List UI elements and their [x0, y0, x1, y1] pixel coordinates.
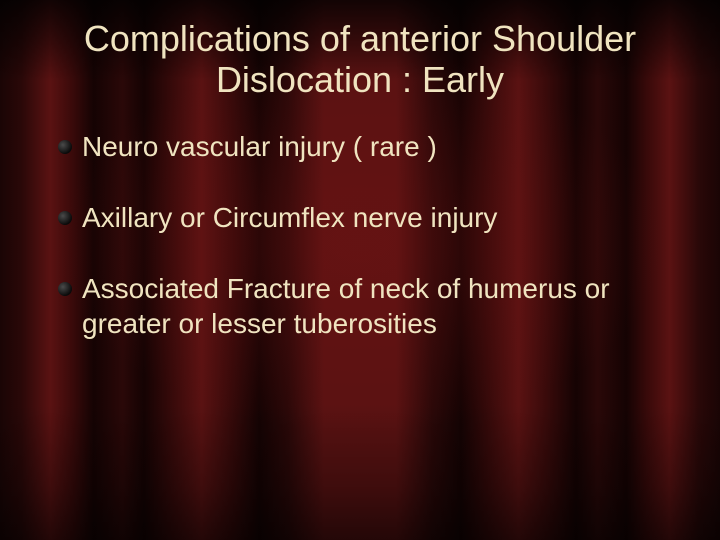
bullet-icon — [58, 140, 72, 154]
bullet-text: Neuro vascular injury ( rare ) — [82, 129, 437, 164]
list-item: Neuro vascular injury ( rare ) — [58, 129, 660, 164]
bullet-icon — [58, 211, 72, 225]
list-item: Axillary or Circumflex nerve injury — [58, 200, 660, 235]
bullet-icon — [58, 282, 72, 296]
bullet-text: Associated Fracture of neck of humerus o… — [82, 271, 660, 341]
bullet-text: Axillary or Circumflex nerve injury — [82, 200, 497, 235]
slide-body: Neuro vascular injury ( rare ) Axillary … — [0, 101, 720, 341]
slide: Complications of anterior Shoulder Dislo… — [0, 0, 720, 540]
slide-title: Complications of anterior Shoulder Dislo… — [0, 0, 720, 101]
list-item: Associated Fracture of neck of humerus o… — [58, 271, 660, 341]
